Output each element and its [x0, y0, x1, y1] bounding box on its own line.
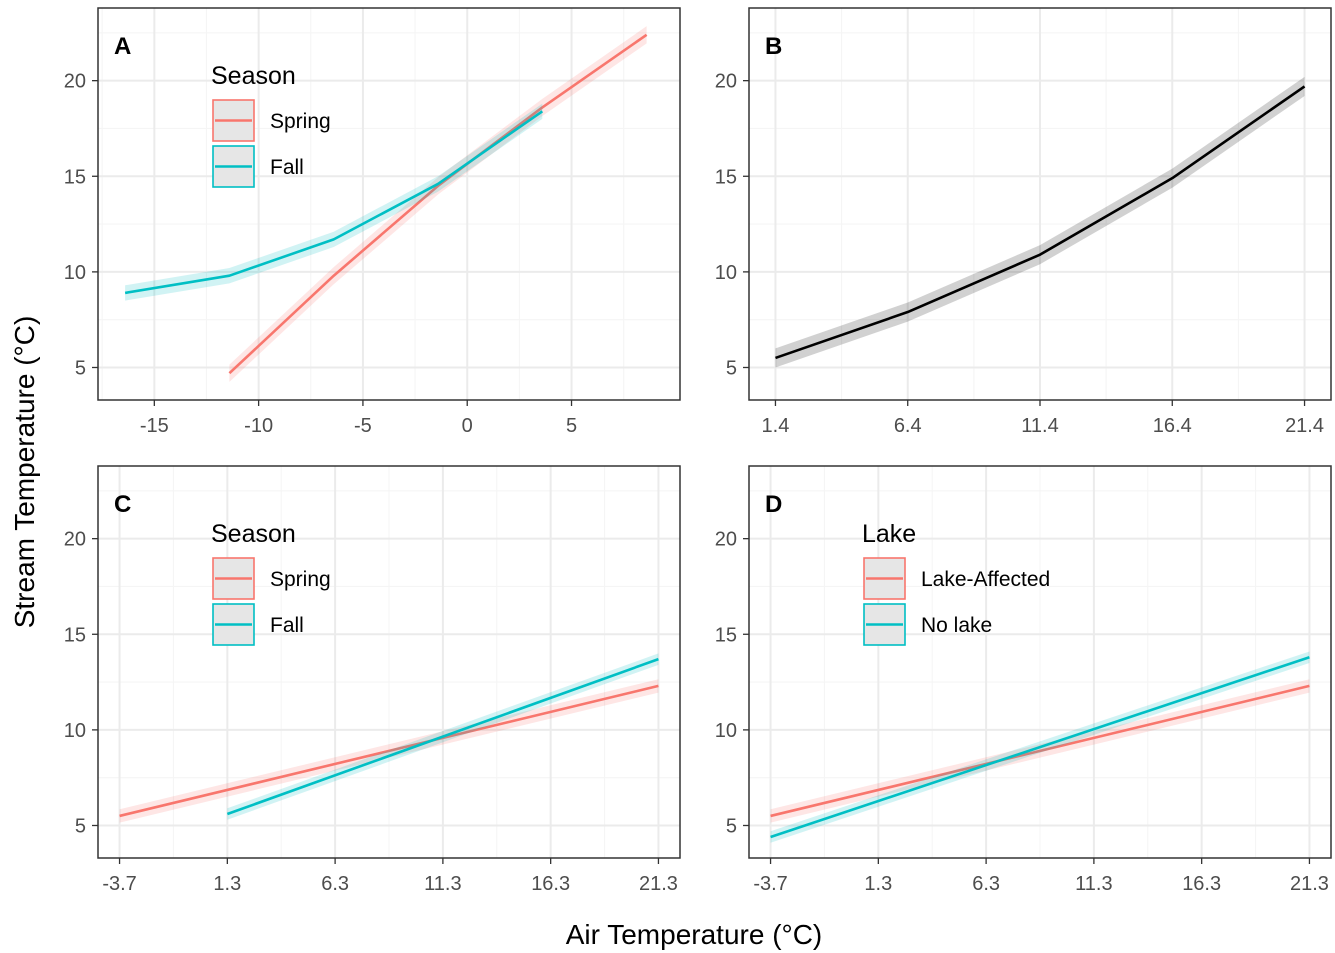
y-tick-label: 5: [75, 815, 86, 837]
y-tick-label: 5: [726, 815, 737, 837]
x-tick-label: -10: [244, 415, 273, 437]
panel-tag-a: A: [114, 33, 131, 60]
y-tick-label: 20: [64, 529, 86, 551]
x-tick-label: 5: [566, 415, 577, 437]
x-tick-label: 1.3: [213, 873, 241, 895]
x-tick-label: 6.3: [972, 873, 1000, 895]
y-tick-label: 10: [715, 262, 737, 284]
series-line-fall: [124, 110, 544, 295]
panel-border: [748, 465, 1332, 859]
panel-d: -3.7 1.3 6.3 11.3 16.3 21.3 5 10 15 20 D LakeLake-A…: [715, 465, 1332, 895]
y-tick-label: 10: [64, 720, 86, 742]
y-tick-label: 15: [715, 624, 737, 646]
x-tick-label: 21.3: [639, 873, 678, 895]
confidence-band-spring: [229, 26, 647, 382]
y-tick-label: 20: [715, 529, 737, 551]
x-tick-label: 6.4: [894, 415, 922, 437]
y-tick-label: 10: [715, 720, 737, 742]
x-tick-label: 16.3: [531, 873, 570, 895]
legend-label-fall: Fall: [270, 156, 304, 179]
x-tick-label: 0: [462, 415, 473, 437]
legend-title: Season: [211, 62, 296, 90]
legend: Season Spring Fall: [211, 520, 331, 646]
panel-c: -3.7 1.3 6.3 11.3 16.3 21.3 5 10 15 20 C Season Spri…: [64, 465, 681, 895]
legend-label-spring: Spring: [270, 110, 331, 133]
y-tick-label: 15: [64, 166, 86, 188]
y-tick-label: 15: [64, 624, 86, 646]
y-tick-label: 20: [715, 71, 737, 93]
y-tick-label: 10: [64, 262, 86, 284]
x-tick-label: -15: [140, 415, 169, 437]
legend-label-lake-affected: Lake-Affected: [921, 568, 1050, 591]
series-line-fall: [226, 657, 659, 816]
series-line-no-lake: [770, 655, 1310, 839]
legend-label-no-lake: No lake: [921, 614, 992, 637]
y-tick-label: 20: [64, 71, 86, 93]
x-tick-label: 11.3: [1075, 873, 1112, 895]
x-axis-title: Air Temperature (°C): [566, 919, 823, 950]
x-tick-label: -3.7: [102, 873, 136, 895]
panel-border: [97, 7, 681, 401]
panel-tag-d: D: [765, 491, 782, 518]
legend-title: Season: [211, 520, 296, 548]
series-line-lake-affected: [770, 684, 1310, 818]
series-line-series: [775, 85, 1306, 360]
x-tick-label: 16.4: [1153, 415, 1192, 437]
confidence-band-fall: [125, 103, 543, 301]
y-tick-label: 15: [715, 166, 737, 188]
x-tick-label: 21.3: [1290, 873, 1329, 895]
series-line-spring: [228, 33, 648, 375]
series-line-spring: [119, 684, 659, 818]
x-tick-label: 6.3: [321, 873, 349, 895]
legend: Season Spring Fall: [211, 62, 331, 188]
x-tick-label: 1.3: [864, 873, 892, 895]
panel-b: 1.4 6.4 11.4 16.4 21.4 5 10 15 20 B: [715, 7, 1332, 437]
panel-tag-c: C: [114, 491, 131, 518]
y-axis-title: Stream Temperature (°C): [9, 316, 40, 629]
legend-label-fall: Fall: [270, 614, 304, 637]
panel-tag-b: B: [765, 33, 782, 60]
y-tick-label: 5: [75, 357, 86, 379]
legend-title: Lake: [862, 520, 916, 548]
x-tick-label: 11.4: [1021, 415, 1058, 437]
panel-a: -15 -10 -5 0 5 5 10 15 20 A Season Spring Fall: [64, 7, 681, 437]
y-tick-label: 5: [726, 357, 737, 379]
legend-label-spring: Spring: [270, 568, 331, 591]
x-tick-label: 11.3: [424, 873, 461, 895]
x-tick-label: 1.4: [762, 415, 790, 437]
x-tick-label: 16.3: [1182, 873, 1221, 895]
x-tick-label: -3.7: [753, 873, 787, 895]
x-tick-label: -5: [354, 415, 372, 437]
panel-border: [97, 465, 681, 859]
panels: -15 -10 -5 0 5 5 10 15 20 A Season Spring Fall 1.4 6.4…: [64, 7, 1332, 895]
x-tick-label: 21.4: [1285, 415, 1324, 437]
